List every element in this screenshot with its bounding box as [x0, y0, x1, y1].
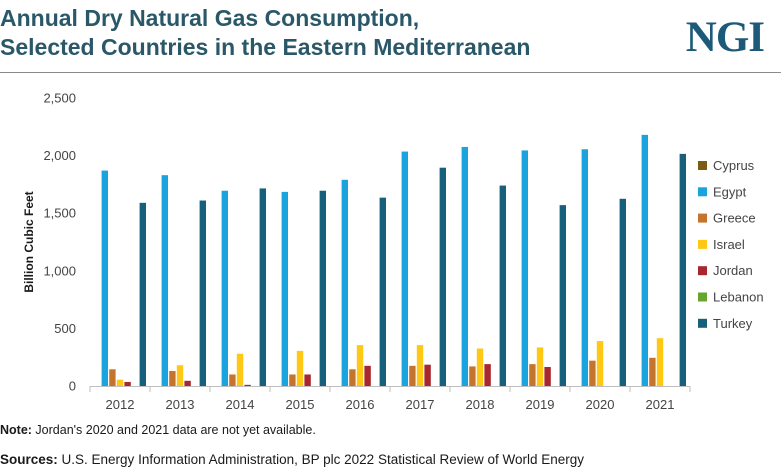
legend-label-israel: Israel	[713, 237, 745, 252]
bar-turkey-2017	[439, 167, 446, 386]
legend-swatch-lebanon	[698, 292, 707, 302]
chart-title: Annual Dry Natural Gas Consumption, Sele…	[0, 4, 650, 62]
bar-egypt-2016	[341, 179, 348, 386]
bar-israel-2020	[596, 341, 604, 386]
note-text: Jordan's 2020 and 2021 data are not yet …	[31, 423, 316, 437]
bar-israel-2017	[416, 345, 424, 386]
y-tick-label: 500	[54, 321, 76, 336]
legend-label-egypt: Egypt	[713, 184, 747, 199]
y-tick-label: 0	[69, 379, 76, 394]
bar-egypt-2019	[521, 150, 528, 386]
bar-greece-2015	[289, 374, 296, 386]
bar-egypt-2021	[641, 134, 648, 386]
bar-egypt-2020	[581, 149, 588, 386]
bar-jordan-2018	[484, 364, 491, 386]
bar-turkey-2020	[619, 198, 626, 386]
x-tick-label: 2014	[226, 397, 255, 412]
bar-greece-2021	[649, 357, 656, 386]
bar-chart: 0 500 1,000 1,500 2,000 2,500 Billion Cubic Fe…	[22, 91, 764, 413]
y-tick-label: 2,000	[43, 148, 76, 163]
y-tick-label: 1,500	[43, 206, 76, 221]
bar-israel-2015	[296, 350, 304, 386]
title-divider	[0, 72, 781, 73]
bar-israel-2021	[656, 338, 664, 386]
bar-turkey-2015	[319, 190, 326, 386]
bar-egypt-2013	[161, 175, 168, 386]
note-label: Note:	[0, 423, 32, 437]
chart-sources: Sources: U.S. Energy Information Adminis…	[0, 451, 584, 469]
bar-turkey-2019	[559, 205, 566, 386]
x-tick-label: 2019	[526, 397, 555, 412]
bar-egypt-2017	[401, 151, 408, 386]
legend-swatch-egypt	[698, 187, 707, 197]
bar-turkey-2018	[499, 185, 506, 386]
chart-note: Note: Jordan's 2020 and 2021 data are no…	[0, 422, 316, 438]
bar-israel-2012	[116, 379, 124, 386]
ngi-logo: NGI	[685, 14, 765, 61]
chart-title-line-2: Selected Countries in the Eastern Medite…	[0, 34, 531, 60]
bar-israel-2013	[176, 365, 184, 386]
bar-jordan-2019	[544, 366, 551, 386]
bar-turkey-2014	[259, 188, 266, 386]
x-tick-label: 2021	[646, 397, 675, 412]
y-tick-label: 2,500	[43, 91, 76, 106]
bar-turkey-2016	[379, 197, 386, 386]
bar-egypt-2014	[221, 190, 228, 386]
bar-egypt-2012	[101, 170, 108, 386]
bar-greece-2019	[529, 364, 536, 386]
bar-israel-2019	[536, 347, 544, 386]
y-tick-label: 1,000	[43, 263, 76, 278]
bar-greece-2013	[169, 371, 176, 386]
bar-greece-2014	[229, 374, 236, 386]
sources-text: U.S. Energy Information Administration, …	[57, 452, 585, 467]
x-tick-label: 2016	[346, 397, 375, 412]
legend-label-cyprus: Cyprus	[713, 158, 755, 173]
x-tick-label: 2013	[166, 397, 195, 412]
y-axis-title: Billion Cubic Feet	[22, 191, 36, 292]
sources-label: Sources:	[0, 452, 58, 467]
legend-label-greece: Greece	[713, 211, 756, 226]
legend-swatch-jordan	[698, 266, 707, 276]
bar-turkey-2021	[679, 153, 686, 386]
legend-swatch-turkey	[698, 318, 707, 328]
x-tick-label: 2018	[466, 397, 495, 412]
bar-turkey-2012	[139, 202, 146, 386]
bar-israel-2016	[356, 345, 364, 386]
chart-title-line-1: Annual Dry Natural Gas Consumption,	[0, 5, 420, 31]
bar-greece-2016	[349, 369, 356, 386]
x-tick-label: 2020	[586, 397, 615, 412]
legend-label-turkey: Turkey	[713, 316, 753, 331]
legend-swatch-israel	[698, 239, 707, 249]
bar-greece-2017	[409, 365, 416, 386]
bar-egypt-2018	[461, 146, 468, 386]
bar-jordan-2015	[304, 374, 311, 386]
bar-jordan-2012	[124, 381, 131, 386]
legend-swatch-greece	[698, 213, 707, 223]
bar-greece-2020	[589, 360, 596, 386]
bar-egypt-2015	[281, 191, 288, 386]
bar-israel-2014	[236, 353, 244, 386]
bar-greece-2012	[109, 369, 116, 386]
x-tick-label: 2015	[286, 397, 315, 412]
legend-swatch-cyprus	[698, 161, 707, 170]
bar-jordan-2014	[244, 384, 251, 386]
bar-turkey-2013	[199, 200, 206, 386]
legend-label-jordan: Jordan	[713, 263, 753, 278]
bar-israel-2018	[476, 348, 484, 386]
legend-label-lebanon: Lebanon	[713, 290, 764, 305]
x-tick-label: 2012	[106, 397, 135, 412]
bar-jordan-2016	[364, 365, 371, 386]
bar-jordan-2017	[424, 364, 431, 386]
x-tick-label: 2017	[406, 397, 435, 412]
bar-jordan-2013	[184, 380, 191, 386]
bar-greece-2018	[469, 366, 476, 386]
